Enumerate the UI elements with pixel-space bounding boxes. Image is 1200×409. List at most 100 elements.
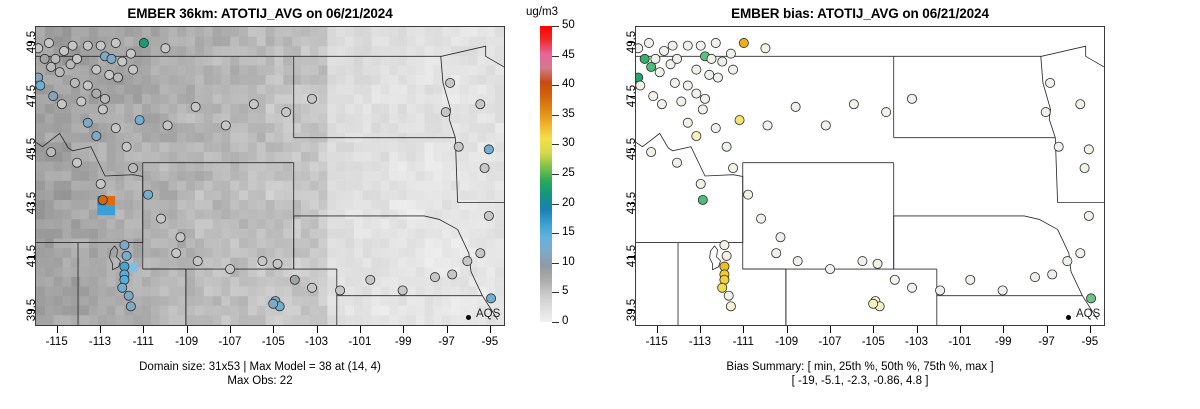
x-tick-label: -95	[1081, 336, 1099, 348]
colorbar-tick	[552, 203, 559, 205]
colorbar-tick	[552, 233, 559, 235]
caption-model-line1: Domain size: 31x53 | Max Model = 38 at (…	[139, 361, 381, 373]
x-tick-label: -97	[1038, 336, 1055, 348]
x-tick-label: -101	[948, 336, 972, 348]
colorbar-tick	[552, 85, 559, 87]
x-tick-label: -99	[394, 336, 412, 348]
panel-model: EMBER 36km: ATOTIJ_AVG on 06/21/2024 39.…	[0, 6, 575, 388]
y-tick	[28, 202, 35, 204]
colorbar-tick	[552, 174, 559, 175]
caption-bias-line2: [ -19, -5.1, -2.3, -0.86, 4.8 ]	[791, 375, 929, 387]
colorbar-tick-label: 10	[562, 255, 575, 268]
colorbar-tick	[552, 26, 559, 27]
y-tick	[628, 309, 635, 311]
x-tick-label: -111	[132, 336, 154, 348]
y-tick	[628, 149, 635, 151]
y-tick	[28, 95, 35, 97]
colorbar-tick-label: 0	[562, 315, 569, 327]
x-tick-label: -113	[688, 336, 712, 348]
x-tick	[1046, 326, 1048, 333]
colorbar-units-model: ug/m3	[526, 6, 558, 18]
y-tick	[28, 256, 35, 258]
colorbar-tick-label: 25	[562, 167, 575, 179]
x-tick	[829, 326, 831, 333]
colorbar-gradient-model	[540, 26, 552, 322]
aqs-legend-label: AQS	[476, 308, 501, 320]
x-tick-label: -105	[861, 336, 885, 348]
x-tick	[786, 326, 788, 333]
y-tick	[628, 95, 635, 97]
aqs-legend-dot	[466, 315, 471, 320]
x-tick-label: -103	[905, 336, 929, 348]
x-tick	[56, 326, 58, 333]
colorbar-tick-label: 45	[562, 48, 575, 61]
aqs-legend-dot	[1066, 315, 1071, 320]
caption-model: Domain size: 31x53 | Max Model = 38 at (…	[0, 360, 520, 388]
x-tick-label: -97	[438, 336, 455, 348]
colorbar-tick-label: 15	[562, 226, 575, 239]
x-tick	[143, 326, 145, 333]
colorbar-tick	[552, 144, 559, 146]
station-markers-model[interactable]	[36, 27, 504, 325]
colorbar-tick-label: 35	[562, 107, 575, 120]
colorbar-tick-label: 50	[562, 19, 575, 31]
x-tick-label: -99	[994, 336, 1012, 348]
x-tick	[743, 326, 745, 333]
x-tick	[446, 326, 448, 333]
x-tick-label: -107	[818, 336, 842, 348]
x-tick-label: -95	[481, 336, 499, 348]
colorbar-tick	[552, 55, 559, 57]
colorbar-tick-label: 40	[562, 78, 575, 91]
y-axis-bias: 39.5 41.5 43.5 45.5 47.5 49.5	[600, 26, 638, 326]
colorbar-tick	[552, 292, 559, 294]
x-tick-label: -109	[175, 336, 199, 348]
x-tick-label: -109	[775, 336, 799, 348]
state-boundaries-bias	[636, 45, 1104, 325]
x-tick-label: -107	[218, 336, 242, 348]
y-tick	[628, 256, 635, 258]
x-tick	[489, 326, 491, 333]
x-tick	[229, 326, 231, 333]
x-tick-label: -111	[732, 336, 754, 348]
x-tick-label: -105	[261, 336, 285, 348]
y-tick	[628, 42, 635, 44]
panel-title-model: EMBER 36km: ATOTIJ_AVG on 06/21/2024	[127, 6, 393, 21]
y-axis-model: 39.5 41.5 43.5 45.5 47.5 49.5	[0, 26, 38, 326]
colorbar-tick	[552, 114, 559, 116]
caption-bias-line1: Bias Summary: [ min, 25th %, 50th %, 75t…	[726, 361, 994, 373]
x-tick	[1003, 326, 1005, 333]
map-plot-model: AQS	[35, 26, 505, 326]
x-tick	[1089, 326, 1091, 333]
x-tick	[699, 326, 701, 333]
caption-model-line2: Max Obs: 22	[227, 375, 293, 387]
colorbar-tick	[552, 262, 559, 264]
y-tick	[628, 202, 635, 204]
panel-bias: EMBER bias: ATOTIJ_AVG on 06/21/2024 39.…	[600, 0, 1200, 409]
x-tick-label: -115	[645, 336, 668, 348]
y-tick	[28, 309, 35, 311]
state-boundaries-model	[36, 45, 504, 325]
x-tick-label: -113	[88, 336, 112, 348]
caption-bias: Bias Summary: [ min, 25th %, 50th %, 75t…	[600, 360, 1120, 388]
x-tick-label: -101	[348, 336, 372, 348]
colorbar-tick-label: 5	[562, 285, 569, 298]
x-tick	[403, 326, 405, 333]
y-tick	[28, 149, 35, 151]
aqs-legend-label: AQS	[1076, 308, 1101, 320]
colorbar-tick-label: 30	[562, 137, 575, 150]
colorbar-tick	[552, 322, 559, 323]
panel-title-bias: EMBER bias: ATOTIJ_AVG on 06/21/2024	[731, 6, 989, 21]
colorbar-tick-label: 20	[562, 196, 575, 209]
x-tick	[316, 326, 318, 333]
x-tick	[273, 326, 275, 333]
x-tick	[959, 326, 961, 333]
map-plot-bias: AQS	[635, 26, 1105, 326]
x-tick	[186, 326, 188, 333]
station-markers-bias[interactable]	[636, 27, 1104, 325]
x-tick	[656, 326, 658, 333]
x-tick	[873, 326, 875, 333]
x-axis-model: -115 -113 -111 -109 -107 -105 -103 -101 -99 -97 -9…	[35, 326, 505, 360]
x-tick	[359, 326, 361, 333]
x-axis-bias: -115 -113 -111 -109 -107 -105 -103 -101 -99 -97 -9…	[635, 326, 1105, 360]
